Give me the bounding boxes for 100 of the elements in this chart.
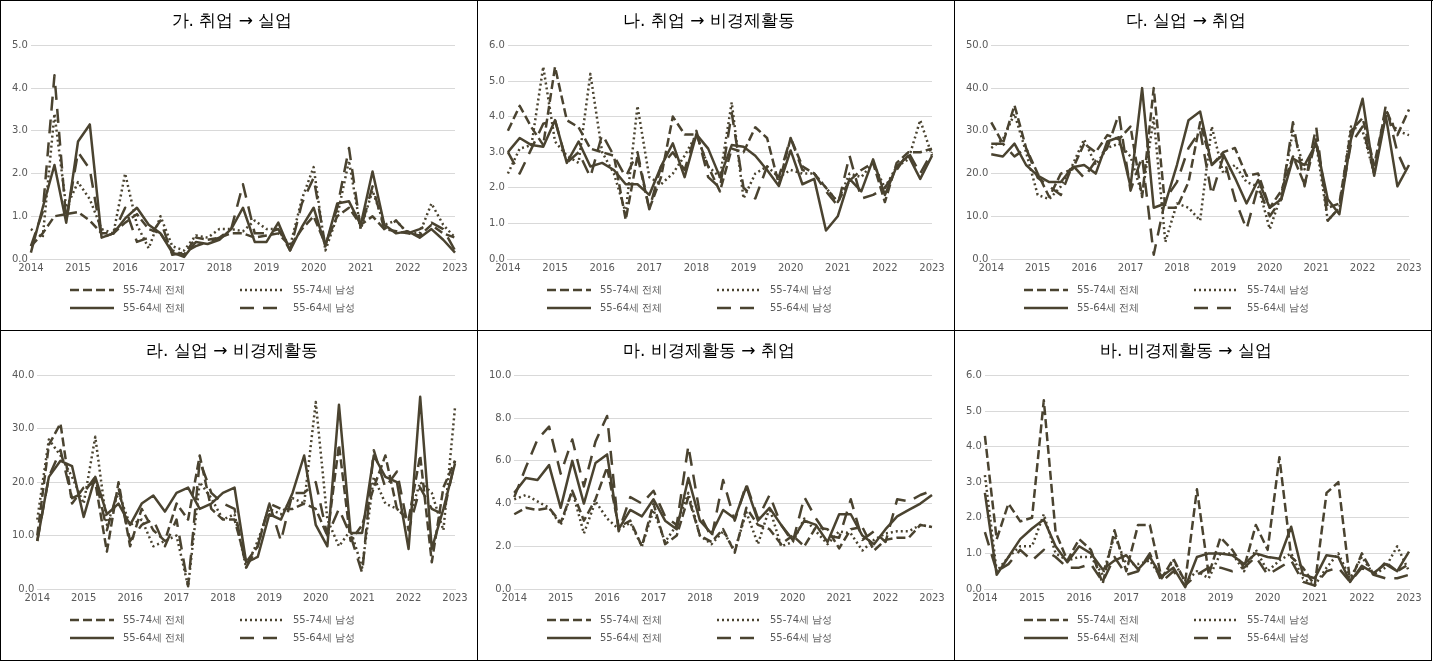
x-tick-label: 2023 <box>1396 261 1422 273</box>
y-tick-label: 50.0 <box>966 38 989 50</box>
x-tick-label: 2022 <box>1349 591 1375 603</box>
legend-label: 55-74세 전체 <box>123 283 186 297</box>
x-tick-label: 2014 <box>18 261 44 273</box>
legend-label: 55-64세 전체 <box>1077 301 1140 315</box>
x-tick-label: 2019 <box>1210 261 1237 273</box>
y-tick-label: 20.0 <box>12 475 35 487</box>
legend-label: 55-74세 남성 <box>770 283 833 297</box>
x-tick-label: 2021 <box>348 261 374 273</box>
x-tick-label: 2021 <box>349 591 375 603</box>
y-tick-label: 4.0 <box>966 440 982 452</box>
y-tick-label: 0.0 <box>972 252 989 264</box>
y-tick-label: 2.0 <box>966 511 982 523</box>
x-tick-label: 2019 <box>256 591 283 603</box>
x-tick-label: 2015 <box>70 591 97 603</box>
x-tick-label: 2015 <box>547 591 574 603</box>
x-tick-label: 2023 <box>442 591 468 603</box>
x-tick-label: 2022 <box>395 261 421 273</box>
x-tick-label: 2014 <box>495 261 521 273</box>
x-tick-label: 2023 <box>1396 591 1422 603</box>
x-tick-label: 2016 <box>117 591 143 603</box>
x-tick-label: 2018 <box>687 591 713 603</box>
x-tick-label: 2015 <box>1019 591 1045 603</box>
x-tick-label: 2020 <box>780 591 806 603</box>
x-tick-label: 2019 <box>1207 591 1234 603</box>
legend-label: 55-64세 전체 <box>600 301 663 315</box>
x-tick-label: 2018 <box>1164 261 1190 273</box>
y-tick-label: 4.0 <box>12 81 28 93</box>
x-tick-label: 2018 <box>210 591 236 603</box>
x-tick-label: 2022 <box>1349 261 1376 273</box>
legend-label: 55-64세 전체 <box>123 301 186 315</box>
legend-label: 55-74세 남성 <box>293 613 356 627</box>
x-tick-label: 2014 <box>501 591 527 603</box>
y-tick-label: 2.0 <box>489 181 505 193</box>
y-tick-label: 30.0 <box>966 124 989 136</box>
y-tick-label: 40.0 <box>12 368 35 380</box>
y-tick-label: 30.0 <box>12 422 35 434</box>
y-tick-label: 0.0 <box>489 252 505 264</box>
y-tick-label: 3.0 <box>12 124 28 136</box>
x-tick-label: 2020 <box>1257 261 1283 273</box>
x-tick-label: 2015 <box>542 261 568 273</box>
legend-label: 55-74세 전체 <box>600 613 663 627</box>
x-tick-label: 2019 <box>733 591 760 603</box>
y-tick-label: 0.0 <box>495 582 512 594</box>
legend-label: 55-64세 남성 <box>293 301 356 315</box>
y-tick-label: 6.0 <box>489 38 505 50</box>
y-tick-label: 0.0 <box>18 582 35 594</box>
x-tick-label: 2019 <box>253 261 280 273</box>
y-tick-label: 3.0 <box>966 475 982 487</box>
y-tick-label: 20.0 <box>966 167 989 179</box>
x-tick-label: 2016 <box>1066 591 1092 603</box>
x-tick-label: 2021 <box>826 591 852 603</box>
y-tick-label: 1.0 <box>966 546 982 558</box>
x-tick-label: 2020 <box>303 591 329 603</box>
x-tick-label: 2018 <box>206 261 233 273</box>
x-tick-label: 2020 <box>1254 591 1281 603</box>
y-tick-label: 1.0 <box>12 209 28 221</box>
y-tick-label: 40.0 <box>966 81 989 93</box>
y-tick-label: 0.0 <box>12 252 28 264</box>
chart-title: 가. 취업 → 실업 <box>171 9 293 30</box>
x-tick-label: 2017 <box>159 261 185 273</box>
legend-label: 55-74세 전체 <box>1077 283 1140 297</box>
y-tick-label: 8.0 <box>495 411 512 423</box>
legend-label: 55-64세 남성 <box>1247 631 1310 645</box>
x-tick-label: 2016 <box>589 261 615 273</box>
x-tick-label: 2014 <box>972 591 998 603</box>
x-tick-label: 2018 <box>683 261 710 273</box>
x-tick-label: 2022 <box>395 591 422 603</box>
chart-title: 마. 비경제활동 → 취업 <box>623 339 795 360</box>
x-tick-label: 2017 <box>640 591 667 603</box>
x-tick-label: 2023 <box>442 261 468 273</box>
y-tick-label: 5.0 <box>12 38 28 50</box>
x-tick-label: 2021 <box>1302 591 1328 603</box>
x-tick-label: 2023 <box>919 261 945 273</box>
y-tick-label: 2.0 <box>12 167 28 179</box>
y-tick-label: 4.0 <box>495 497 512 509</box>
x-tick-label: 2015 <box>1024 261 1051 273</box>
x-tick-label: 2016 <box>1071 261 1097 273</box>
x-tick-label: 2020 <box>300 261 327 273</box>
x-tick-label: 2014 <box>24 591 50 603</box>
y-tick-label: 10.0 <box>12 529 35 541</box>
y-tick-label: 2.0 <box>495 539 512 551</box>
x-tick-label: 2023 <box>919 591 945 603</box>
legend-label: 55-74세 남성 <box>1247 283 1310 297</box>
x-tick-label: 2017 <box>163 591 190 603</box>
legend-label: 55-74세 남성 <box>770 613 833 627</box>
x-tick-label: 2015 <box>65 261 91 273</box>
y-tick-label: 6.0 <box>495 454 512 466</box>
legend-label: 55-64세 남성 <box>770 301 833 315</box>
legend-label: 55-74세 남성 <box>293 283 356 297</box>
x-tick-label: 2016 <box>112 261 138 273</box>
y-tick-label: 3.0 <box>489 145 505 157</box>
chart-title: 바. 비경제활동 → 실업 <box>1100 339 1272 360</box>
chart-title: 다. 실업 → 취업 <box>1125 9 1247 30</box>
y-tick-label: 0.0 <box>966 582 982 594</box>
legend-label: 55-64세 전체 <box>600 631 663 645</box>
legend-label: 55-74세 전체 <box>600 283 663 297</box>
legend-label: 55-74세 전체 <box>1077 613 1140 627</box>
y-tick-label: 1.0 <box>489 216 505 228</box>
